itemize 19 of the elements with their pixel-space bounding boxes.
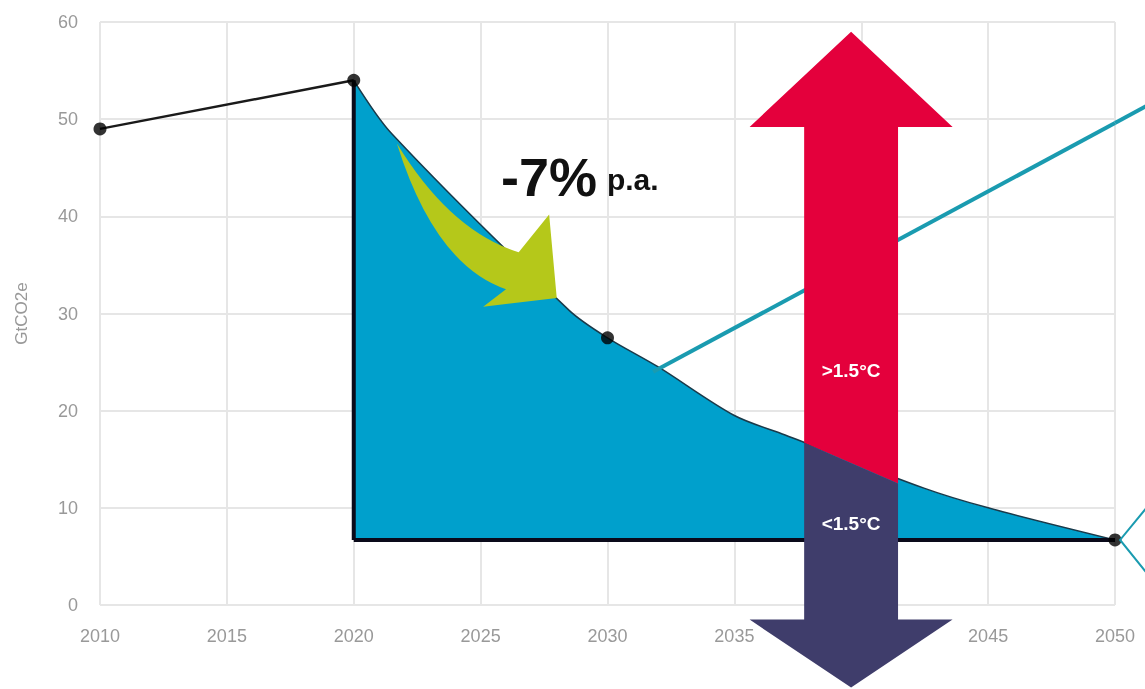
annotation: <1.5°C: [821, 513, 881, 535]
x-tick-label: 2025: [460, 626, 501, 646]
y-axis-title: GtCO2e: [12, 282, 31, 345]
y-tick-label: 50: [57, 109, 78, 130]
x-tick-label: 2035: [714, 626, 755, 646]
x-tick-label: 2050: [1094, 626, 1136, 646]
x-tick-label: 2045: [968, 626, 1009, 646]
x-tick-label: 2020: [333, 626, 374, 646]
annotation: >1.5°C: [821, 359, 881, 381]
x-tick-label: 2030: [587, 626, 628, 646]
y-tick-label: 40: [57, 206, 78, 227]
y-tick-label: 30: [57, 303, 78, 324]
y-tick-label: 10: [57, 497, 78, 518]
annotation: -7% p.a.: [500, 147, 659, 208]
x-tick-label: 2015: [206, 626, 247, 646]
y-tick-label: 0: [67, 595, 78, 615]
y-tick-label: 20: [57, 400, 78, 421]
x-tick-label: 2010: [79, 626, 121, 646]
y-tick-label: 60: [57, 12, 78, 32]
